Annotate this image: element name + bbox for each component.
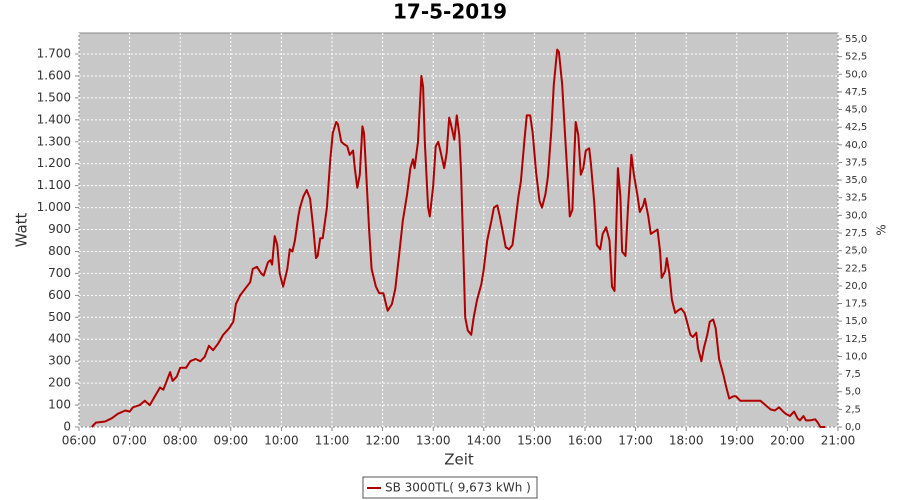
- y-tick-label: 900: [48, 222, 71, 236]
- y-tick-label: 0: [63, 420, 71, 434]
- legend-box: [362, 476, 538, 499]
- y2-tick-label: 7,5: [845, 369, 861, 380]
- y2-tick-label: 10,0: [845, 351, 867, 362]
- y2-tick-label: 37,5: [845, 157, 867, 168]
- x-tick-label: 19:00: [720, 434, 755, 448]
- chart-title: 17-5-2019: [393, 0, 507, 24]
- y2-tick-label: 15,0: [845, 316, 867, 327]
- y-axis-label: Watt: [13, 212, 31, 247]
- y-tick-label: 800: [48, 244, 71, 258]
- x-tick-label: 18:00: [669, 434, 704, 448]
- y2-tick-label: 20,0: [845, 281, 867, 292]
- y-tick-label: 1.700: [37, 46, 71, 60]
- y2-tick-label: 50,0: [845, 69, 867, 80]
- y2-tick-label: 0,0: [845, 422, 861, 433]
- legend-label: SB 3000TL( 9,673 kWh ): [385, 481, 531, 495]
- x-axis-label: Zeit: [444, 451, 474, 469]
- y2-tick-label: 32,5: [845, 193, 867, 204]
- x-tick-label: 17:00: [618, 434, 653, 448]
- x-tick-label: 13:00: [416, 434, 451, 448]
- y2-tick-label: 52,5: [845, 52, 867, 63]
- x-tick-label: 21:00: [821, 434, 856, 448]
- y2-tick-label: 12,5: [845, 334, 867, 345]
- line: [90, 48, 826, 428]
- x-tick-label: 07:00: [112, 434, 147, 448]
- y-tick-label: 1.200: [37, 156, 71, 170]
- y2-tick-label: 2,5: [845, 404, 861, 415]
- y2-axis-label: %: [875, 224, 889, 235]
- y2-tick-label: 25,0: [845, 246, 867, 257]
- x-tick-label: 09:00: [214, 434, 249, 448]
- y-tick-label: 1.000: [37, 200, 71, 214]
- y-tick-label: 600: [48, 288, 71, 302]
- y-tick-label: 100: [48, 398, 71, 412]
- x-tick-label: 10:00: [264, 434, 299, 448]
- y-tick-label: 400: [48, 332, 71, 346]
- x-tick-label: 08:00: [163, 434, 198, 448]
- y-tick-label: 500: [48, 310, 71, 324]
- y2-tick-label: 35,0: [845, 175, 867, 186]
- y2-tick-label: 42,5: [845, 122, 867, 133]
- y2-tick-label: 47,5: [845, 87, 867, 98]
- y2-tick-label: 55,0: [845, 34, 867, 45]
- x-tick-label: 20:00: [770, 434, 805, 448]
- y2-tick-label: 22,5: [845, 263, 867, 274]
- y-tick-label: 1.300: [37, 134, 71, 148]
- y2-tick-label: 45,0: [845, 105, 867, 116]
- y2-tick-label: 27,5: [845, 228, 867, 239]
- x-tick-label: 14:00: [467, 434, 502, 448]
- x-tick-label: 06:00: [62, 434, 97, 448]
- y-tick-label: 700: [48, 266, 71, 280]
- x-tick-label: 15:00: [517, 434, 552, 448]
- x-tick-label: 11:00: [315, 434, 350, 448]
- y-tick-label: 1.400: [37, 112, 71, 126]
- y-tick-label: 1.100: [37, 178, 71, 192]
- y-tick-label: 1.600: [37, 68, 71, 82]
- y-tick-label: 1.500: [37, 90, 71, 104]
- x-tick-label: 12:00: [365, 434, 400, 448]
- y2-tick-label: 30,0: [845, 210, 867, 221]
- y2-tick-label: 40,0: [845, 140, 867, 151]
- y2-tick-label: 17,5: [845, 299, 867, 310]
- x-tick-label: 16:00: [568, 434, 603, 448]
- y2-tick-label: 5,0: [845, 387, 861, 398]
- y-tick-label: 200: [48, 376, 71, 390]
- y-tick-label: 300: [48, 354, 71, 368]
